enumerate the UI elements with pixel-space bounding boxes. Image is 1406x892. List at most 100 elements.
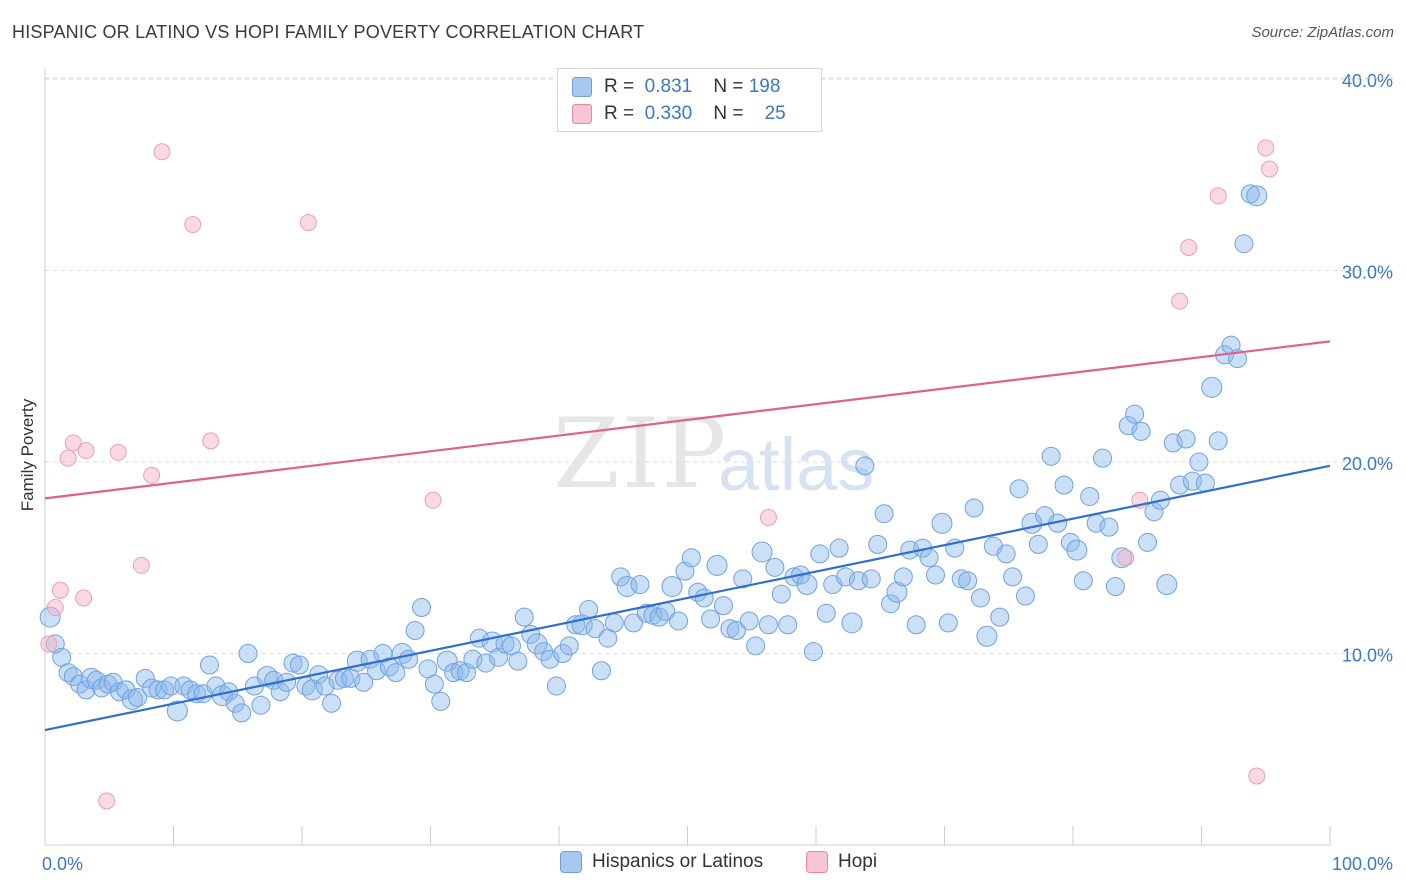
hispanic-point: [450, 661, 470, 681]
hopi-trend-line: [44, 340, 1331, 500]
hispanic-point: [1246, 185, 1268, 207]
hopi-point: [1180, 239, 1198, 257]
legend-row-hispanic: R = 0.831 N = 198: [572, 73, 780, 101]
hispanic-point: [751, 541, 773, 563]
hispanic-point: [970, 588, 990, 608]
hispanic-point: [553, 644, 573, 663]
y-axis-label: Family Poverty: [18, 398, 37, 512]
hispanic-point: [225, 693, 245, 713]
hispanic-point: [669, 611, 689, 631]
hispanic-point: [579, 599, 599, 619]
hispanic-point: [926, 565, 946, 585]
hispanic-point: [58, 663, 78, 683]
hopi-point: [1117, 549, 1135, 567]
correlation-legend: R = 0.831 N = 198 R = 0.330 N = 25: [557, 68, 822, 132]
hopi-point: [51, 581, 69, 599]
hispanic-point: [534, 642, 554, 662]
hispanic-point: [976, 625, 998, 647]
chart-title: HISPANIC OR LATINO VS HOPI FAMILY POVERT…: [12, 22, 645, 42]
hispanic-point: [1080, 486, 1100, 506]
hispanic-point: [938, 613, 958, 633]
hispanic-point: [591, 661, 611, 681]
hopi-point: [1257, 139, 1275, 157]
hispanic-point: [1066, 539, 1088, 561]
hispanic-point: [720, 619, 740, 639]
hispanic-point: [1131, 421, 1151, 441]
y-tick-label: 20.0%: [1342, 454, 1393, 474]
hispanic-point: [1176, 429, 1196, 449]
hopi-point: [184, 216, 202, 234]
legend-label-hispanic: Hispanics or Latinos: [592, 851, 764, 872]
hispanic-point: [636, 603, 656, 623]
hispanic-point: [803, 642, 823, 662]
hispanic-point: [733, 569, 753, 589]
legend-r-value: 0.330: [644, 103, 693, 124]
hispanic-point: [1003, 567, 1023, 587]
hopi-point: [98, 792, 116, 810]
hispanic-point: [713, 596, 733, 616]
hispanic-point: [931, 512, 953, 534]
hispanic-point: [829, 538, 849, 558]
hispanic-point: [289, 655, 309, 675]
hispanic-point: [354, 672, 374, 692]
x-tick-label: 100.0%: [1332, 854, 1393, 874]
hispanic-point: [135, 668, 155, 688]
hopi-point: [132, 556, 150, 574]
hispanic-trend-line: [44, 464, 1331, 732]
legend-n-label: N =: [713, 76, 744, 97]
legend-n-value: 198: [748, 76, 781, 97]
hispanic-point: [906, 615, 926, 635]
hispanic-point: [232, 703, 252, 723]
hispanic-point: [726, 621, 746, 641]
hispanic-point: [1125, 404, 1145, 424]
hispanic-point: [1170, 475, 1190, 495]
watermark-atlas: atlas: [718, 423, 875, 506]
hispanic-point: [251, 695, 271, 715]
hispanic-point: [1156, 574, 1178, 596]
hispanic-point: [76, 680, 96, 700]
hispanic-point: [315, 676, 335, 696]
legend-swatch-hispanic: [560, 851, 582, 873]
hispanic-point: [861, 569, 881, 589]
legend-swatch-hopi: [806, 851, 828, 873]
hopi-point: [202, 432, 220, 450]
hopi-point: [424, 491, 442, 509]
hopi-point: [143, 466, 161, 484]
hopi-point: [299, 214, 317, 232]
hopi-point: [40, 635, 58, 653]
hispanic-point: [476, 653, 496, 673]
hopi-point: [153, 143, 171, 161]
hispanic-point: [1041, 446, 1061, 466]
y-tick-label: 10.0%: [1342, 646, 1393, 666]
legend-label-hopi: Hopi: [838, 851, 878, 872]
hispanic-point: [810, 544, 830, 564]
hispanic-point: [958, 571, 978, 591]
hispanic-point: [431, 691, 451, 711]
hopi-point: [77, 442, 95, 460]
hispanic-point: [990, 607, 1010, 627]
hispanic-point: [661, 575, 683, 597]
legend-n-label: N =: [713, 103, 744, 124]
legend-row-hopi: R = 0.330 N = 25: [572, 100, 786, 128]
hispanic-point: [996, 544, 1016, 564]
legend-n-value: 25: [764, 103, 786, 124]
hopi-point: [75, 589, 93, 607]
hopi-point: [109, 443, 127, 461]
legend-item-hopi: Hopi: [806, 851, 877, 873]
hispanic-point: [424, 674, 444, 694]
hispanic-point: [1234, 234, 1254, 254]
hopi-point: [1209, 187, 1227, 205]
legend-swatch-hopi: [572, 104, 592, 124]
hispanic-point: [1093, 448, 1113, 468]
hispanic-point: [1208, 431, 1228, 451]
hispanic-point: [1105, 576, 1125, 596]
hispanic-point: [951, 569, 971, 589]
hispanic-point: [706, 554, 728, 576]
hispanic-point: [540, 649, 560, 669]
hispanic-point: [681, 548, 701, 568]
hispanic-point: [855, 456, 875, 476]
hispanic-point: [508, 651, 528, 671]
hispanic-point: [881, 594, 901, 614]
hopi-point: [759, 509, 777, 527]
hispanic-point: [694, 588, 714, 608]
